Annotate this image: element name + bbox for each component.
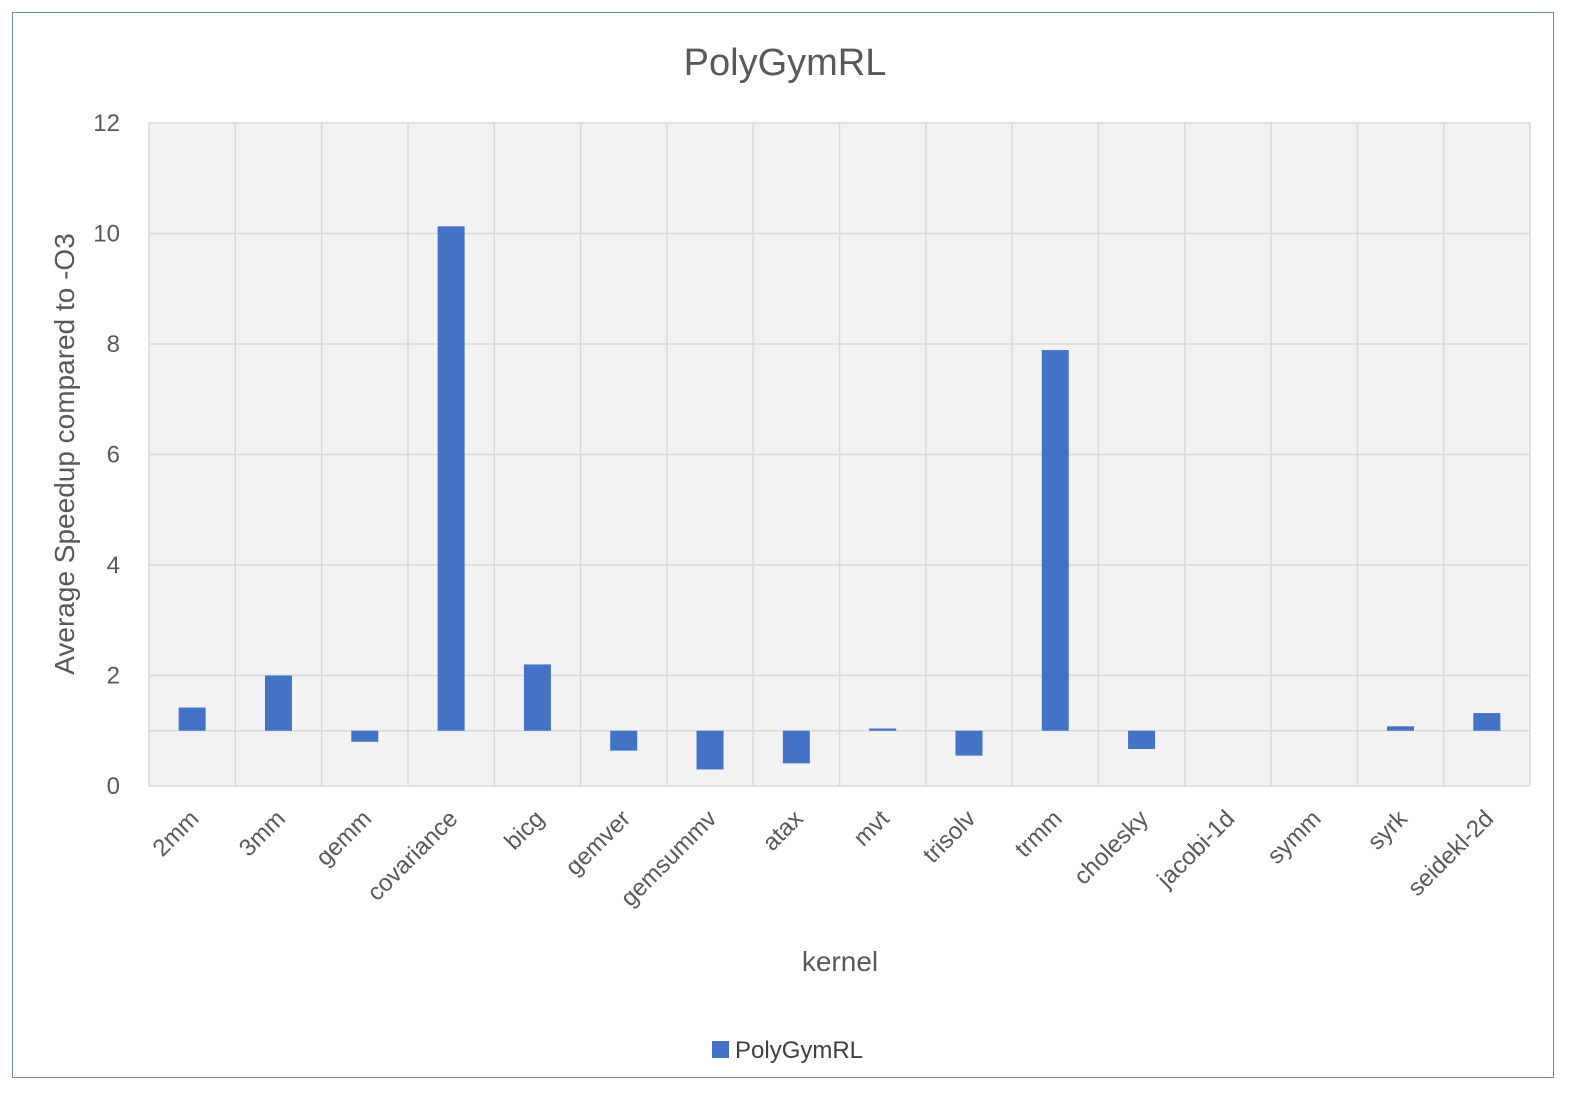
x-tick-label: gemver xyxy=(560,805,636,881)
x-tick-label: jacobi-1d xyxy=(1151,805,1240,894)
x-tick-label: atax xyxy=(757,805,808,856)
bar-cholesky xyxy=(1128,730,1156,749)
gridlines xyxy=(148,122,1531,787)
x-tick-label: 3mm xyxy=(234,805,291,862)
bars xyxy=(178,226,1501,770)
y-tick-label: 2 xyxy=(107,663,120,690)
bar-atax xyxy=(782,730,810,764)
x-tick-label: symm xyxy=(1262,805,1326,869)
y-axis-ticks: 0 2 4 6 8 10 12 xyxy=(93,110,120,800)
x-tick-label: trmm xyxy=(1010,805,1068,863)
bar-3mm xyxy=(264,675,292,731)
legend-swatch xyxy=(712,1041,729,1058)
y-tick-label: 10 xyxy=(93,221,120,248)
legend-label: PolyGymRL xyxy=(735,1037,863,1064)
bar-gemver xyxy=(610,730,638,751)
x-tick-label: bicg xyxy=(499,805,549,855)
y-tick-label: 4 xyxy=(107,552,120,579)
y-tick-label: 12 xyxy=(93,110,120,137)
chart-title: PolyGymRL xyxy=(684,42,887,84)
y-tick-label: 0 xyxy=(107,773,120,800)
x-tick-label: cholesky xyxy=(1069,805,1154,890)
y-tick-label: 8 xyxy=(107,331,120,358)
y-tick-label: 6 xyxy=(107,442,120,469)
x-tick-label: mvt xyxy=(848,805,895,852)
bar-gemm xyxy=(351,730,379,742)
bar-2mm xyxy=(178,707,206,731)
bar-seidekl-2d xyxy=(1473,713,1501,731)
bar-covariance xyxy=(437,226,465,731)
x-tick-label: seidekl-2d xyxy=(1403,805,1499,901)
x-tick-label: 2mm xyxy=(148,805,205,862)
x-axis-label: kernel xyxy=(802,946,878,977)
x-tick-label: syrk xyxy=(1363,804,1414,855)
bar-trmm xyxy=(1041,350,1069,731)
bar-trisolv xyxy=(955,730,983,756)
bar-syrk xyxy=(1387,726,1415,731)
bar-mvt xyxy=(869,728,897,731)
bar-gemsummv xyxy=(696,730,724,770)
bar-bicg xyxy=(523,664,551,731)
x-tick-label: covariance xyxy=(362,805,463,906)
x-tick-label: trisolv xyxy=(918,805,981,868)
y-axis-label: Average Speedup compared to -O3 xyxy=(49,233,80,675)
x-tick-label: gemm xyxy=(311,805,377,871)
legend: PolyGymRL xyxy=(712,1037,863,1064)
